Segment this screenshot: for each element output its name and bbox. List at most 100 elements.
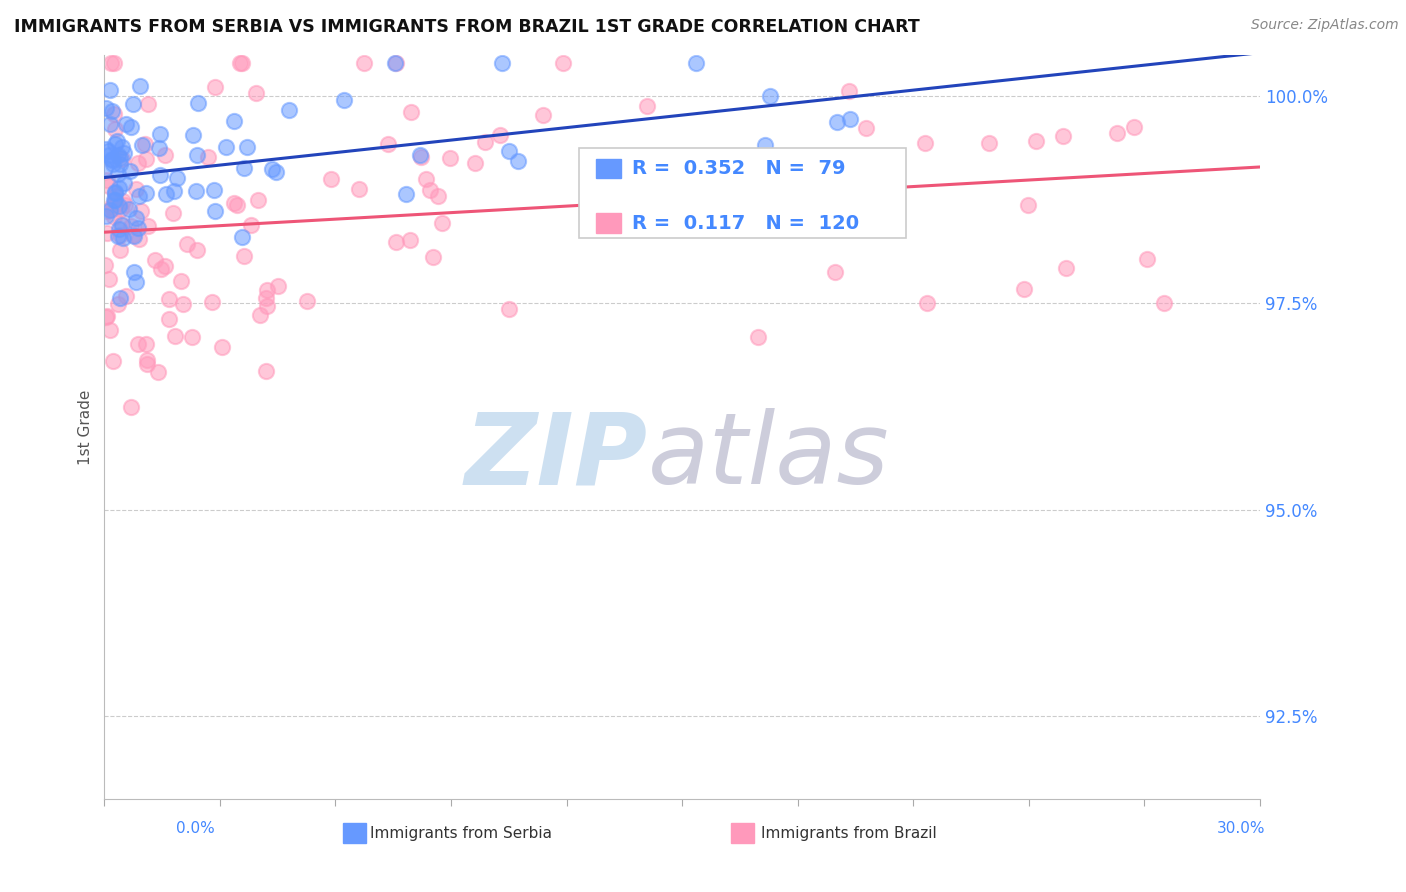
Point — [110, 157, 132, 171]
Point — [231, 230, 253, 244]
Point — [122, 228, 145, 243]
Point — [1153, 295, 1175, 310]
Text: atlas: atlas — [647, 409, 889, 505]
Point — [246, 194, 269, 208]
Point — [107, 297, 129, 311]
Point — [94, 161, 117, 176]
Point — [134, 136, 156, 151]
Point — [115, 289, 138, 303]
Point — [254, 364, 277, 378]
Point — [603, 186, 626, 200]
Point — [103, 193, 125, 207]
Point — [409, 150, 432, 164]
Point — [125, 275, 148, 289]
Point — [204, 79, 226, 94]
Point — [104, 137, 127, 152]
Point — [186, 243, 208, 257]
Point — [98, 147, 121, 161]
Point — [430, 216, 453, 230]
Point — [239, 218, 262, 232]
Point — [103, 56, 125, 70]
Point — [124, 211, 146, 225]
Point — [128, 189, 150, 203]
Point — [399, 233, 422, 247]
Point — [491, 56, 513, 70]
Point — [111, 231, 134, 245]
Y-axis label: 1st Grade: 1st Grade — [79, 389, 93, 465]
Point — [215, 140, 238, 154]
Point — [105, 135, 128, 149]
Point — [101, 157, 124, 171]
Point — [136, 219, 159, 233]
Point — [1052, 129, 1074, 144]
Point — [111, 194, 134, 208]
Point — [245, 87, 267, 101]
Point — [127, 336, 149, 351]
Point — [96, 173, 118, 187]
Point — [170, 274, 193, 288]
Point — [135, 186, 157, 200]
Point — [1107, 126, 1129, 140]
Point — [187, 96, 209, 111]
Point — [110, 202, 132, 217]
Point — [464, 156, 486, 170]
Point — [104, 189, 127, 203]
Point — [104, 193, 127, 207]
Point — [108, 199, 131, 213]
Text: R =  0.352   N =  79: R = 0.352 N = 79 — [633, 159, 846, 178]
Point — [143, 253, 166, 268]
Point — [426, 189, 449, 203]
Point — [150, 261, 173, 276]
Point — [422, 250, 444, 264]
Point — [262, 162, 284, 177]
Point — [127, 156, 149, 170]
Point — [165, 329, 187, 343]
Point — [98, 117, 121, 131]
Point — [155, 259, 177, 273]
Point — [226, 198, 249, 212]
Point — [155, 186, 177, 201]
Point — [108, 222, 131, 236]
Point — [295, 293, 318, 308]
Point — [122, 265, 145, 279]
Point — [408, 147, 430, 161]
Point — [101, 202, 124, 217]
Point — [118, 164, 141, 178]
Point — [979, 136, 1001, 150]
Point — [235, 140, 257, 154]
Point — [148, 141, 170, 155]
Point — [131, 137, 153, 152]
Point — [135, 336, 157, 351]
Point — [813, 153, 835, 168]
Point — [254, 291, 277, 305]
Point — [838, 84, 860, 98]
Point — [488, 128, 510, 142]
Point — [125, 182, 148, 196]
Point — [127, 221, 149, 235]
Point — [110, 219, 132, 233]
Point — [149, 168, 172, 182]
Point — [104, 122, 127, 136]
Point — [917, 296, 939, 310]
Point — [176, 236, 198, 251]
Text: 30.0%: 30.0% — [1218, 821, 1265, 836]
Point — [415, 172, 437, 186]
Point — [121, 97, 143, 112]
Point — [385, 235, 408, 250]
Point — [157, 292, 180, 306]
Point — [166, 171, 188, 186]
Text: ZIP: ZIP — [464, 409, 647, 505]
Point — [101, 152, 124, 166]
Text: Immigrants from Serbia: Immigrants from Serbia — [370, 826, 551, 840]
Point — [232, 249, 254, 263]
Point — [353, 56, 375, 70]
Point — [824, 265, 846, 279]
Point — [98, 203, 121, 218]
Point — [266, 165, 288, 179]
Point — [754, 138, 776, 153]
Point — [107, 148, 129, 162]
Point — [94, 310, 117, 324]
Point — [201, 295, 224, 310]
Point — [498, 144, 520, 158]
Point — [800, 195, 823, 210]
